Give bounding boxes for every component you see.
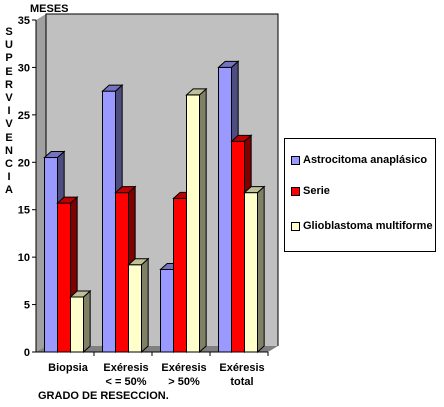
- bar: [231, 140, 245, 353]
- y-axis-label-letter: I: [7, 105, 11, 118]
- x-tick-label: < = 50%: [106, 376, 147, 388]
- x-tick-label: total: [230, 376, 253, 388]
- bar: [128, 264, 142, 353]
- bar-top: [43, 151, 66, 159]
- bar: [57, 202, 71, 353]
- bar-top: [243, 186, 266, 194]
- plot-wall: [36, 14, 278, 352]
- legend: Astrocitoma anaplásico Serie Glioblastoma …: [284, 138, 436, 252]
- legend-item: Astrocitoma anaplásico: [291, 153, 433, 167]
- y-axis-label-letter: E: [5, 131, 13, 144]
- y-axis-label-letter: V: [5, 118, 13, 131]
- bar: [244, 192, 258, 353]
- legend-swatch: [291, 222, 300, 231]
- bar-side: [199, 87, 207, 354]
- legend-item: Serie: [291, 184, 433, 198]
- y-axis-label-letter: A: [5, 184, 13, 197]
- bar-top: [230, 134, 253, 142]
- y-tick-label: 25: [18, 110, 30, 122]
- bar: [70, 296, 84, 353]
- y-axis-label-letter: V: [5, 92, 13, 104]
- y-tick-label: 35: [18, 15, 30, 27]
- bar-top: [185, 88, 208, 96]
- bar-top: [114, 186, 137, 194]
- y-axis-label-letter: R: [5, 78, 13, 91]
- bar-top: [127, 258, 150, 266]
- y-tick-label: 0: [24, 347, 30, 359]
- bar-top: [69, 290, 92, 298]
- y-axis-label-letter: N: [5, 144, 13, 157]
- legend-swatch: [291, 156, 300, 165]
- x-tick-label: Exéresis: [161, 362, 206, 374]
- plot-side-wall: [36, 14, 46, 352]
- x-tick-label: Exéresis: [219, 362, 264, 374]
- bar: [160, 268, 174, 353]
- bar-top: [217, 60, 240, 68]
- bar: [115, 192, 129, 353]
- y-tick-label: 15: [18, 205, 30, 217]
- bar: [218, 66, 232, 353]
- y-axis-label-letter: P: [5, 52, 13, 65]
- legend-label: Glioblastoma multiforme: [303, 220, 433, 232]
- bar-top: [101, 84, 124, 92]
- bar: [44, 157, 58, 353]
- bar-top: [56, 196, 79, 204]
- y-axis-label-letter: I: [7, 171, 11, 184]
- y-axis-label-letter: E: [5, 65, 13, 78]
- x-axis-label: GRADO DE RESECCION.: [38, 390, 169, 402]
- y-unit-label: MESES: [30, 3, 69, 15]
- x-tick-label: > 50%: [168, 376, 200, 388]
- y-tick-label: 20: [18, 157, 30, 169]
- legend-label: Serie: [303, 185, 330, 197]
- y-axis-label-letter: U: [5, 39, 13, 52]
- legend-label: Astrocitoma anaplásico: [303, 154, 428, 166]
- bar: [102, 90, 116, 353]
- y-tick-label: 30: [18, 62, 30, 74]
- bar-side: [141, 257, 149, 354]
- bar-side: [257, 185, 265, 354]
- plot-floor: [36, 346, 278, 352]
- legend-swatch: [291, 187, 300, 196]
- bar: [173, 197, 187, 353]
- x-tick-label: Exéresis: [103, 362, 148, 374]
- legend-item: Glioblastoma multiforme: [291, 219, 433, 233]
- y-tick-label: 5: [24, 300, 30, 312]
- bar: [186, 94, 200, 353]
- y-axis-label-letter: S: [5, 26, 13, 38]
- y-axis-label-letter: C: [5, 158, 13, 170]
- x-tick-label: Biopsia: [48, 362, 89, 374]
- y-tick-label: 10: [18, 252, 30, 264]
- bar-side: [83, 289, 91, 354]
